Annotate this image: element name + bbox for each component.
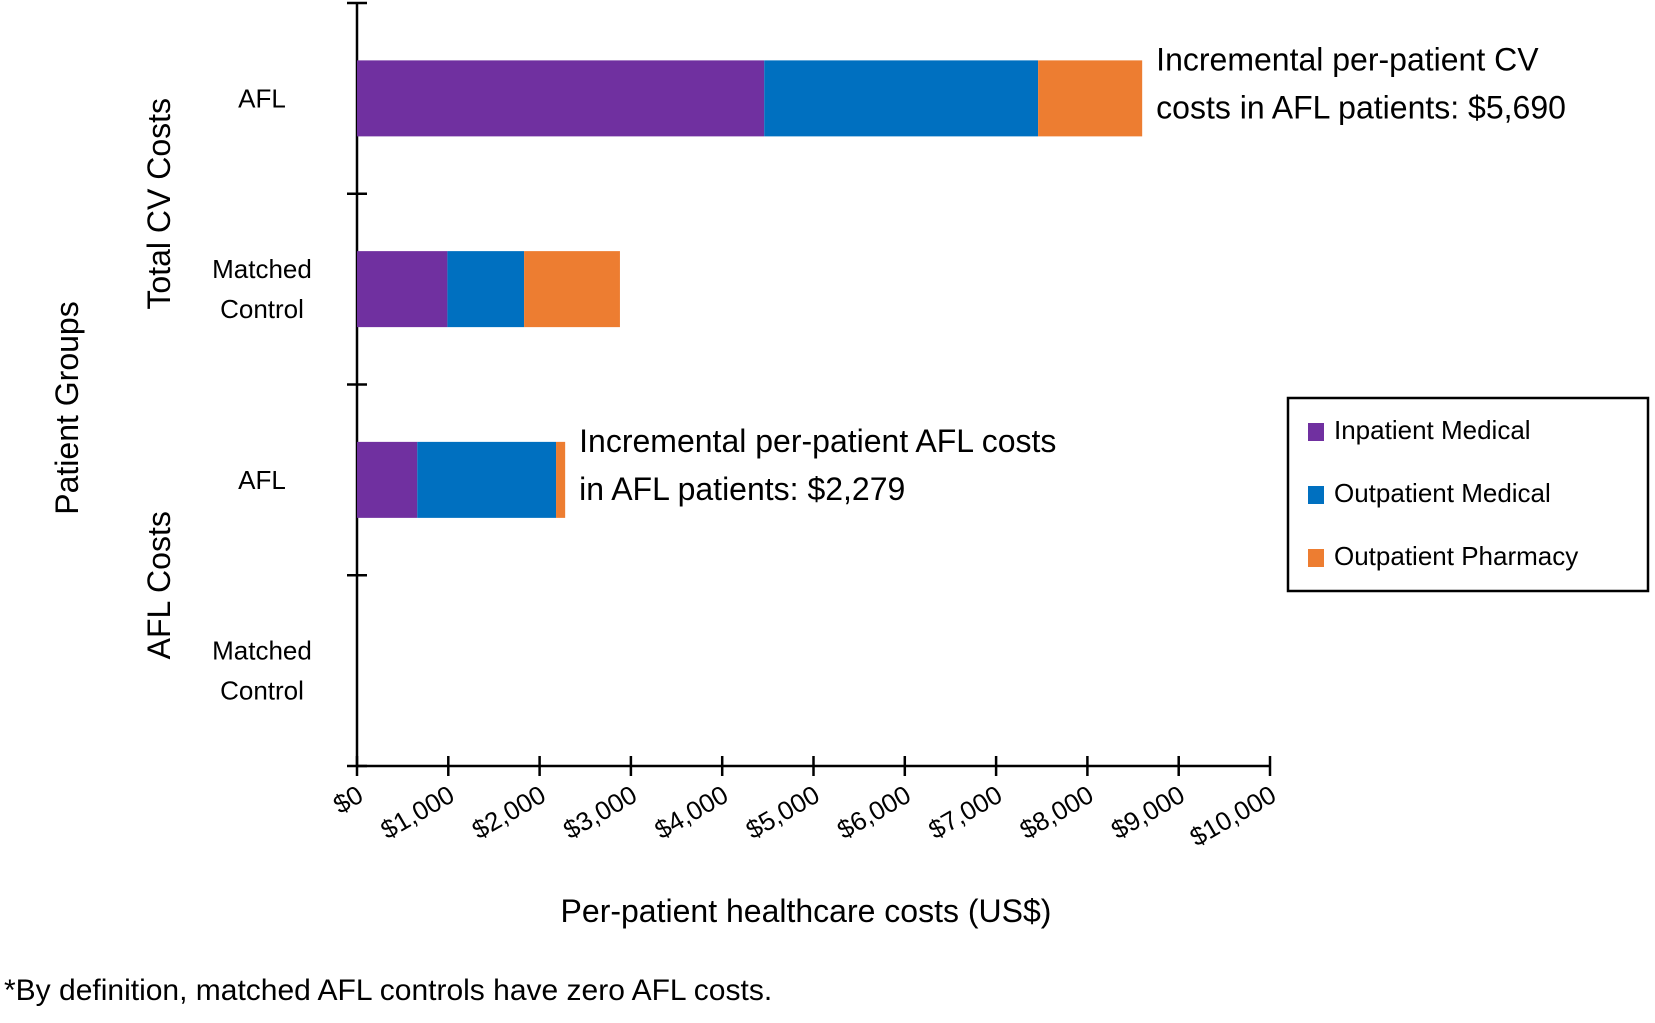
legend-swatch (1308, 549, 1324, 567)
x-tick-label: $1,000 (375, 779, 459, 845)
footnote: *By definition, matched AFL controls hav… (4, 974, 772, 1007)
x-tick-label: $9,000 (1106, 779, 1190, 845)
x-tick-labels: $0 $1,000 $2,000 $3,000 $4,000 $5,000 $6,000 $7… (328, 779, 1281, 852)
x-tick-label: $0 (328, 779, 368, 819)
legend-label: Inpatient Medical (1334, 415, 1531, 445)
group-labels: Total CV Costs AFL Costs (141, 98, 177, 659)
category-labels: AFL Matched Control AFL Matched Control (212, 83, 312, 705)
x-tick-label: $7,000 (923, 779, 1007, 845)
category-label: AFL (238, 465, 286, 495)
x-tick-label: $5,000 (741, 779, 825, 845)
annotation-text: Incremental per-patient AFL costs (579, 423, 1056, 459)
x-tick-label: $4,000 (649, 779, 733, 845)
legend-swatch (1308, 423, 1324, 441)
category-label: Matched (212, 254, 312, 284)
bar-outpatient-pharmacy (556, 441, 566, 518)
bar-outpatient-pharmacy (524, 251, 620, 328)
bar-inpatient-medical (357, 441, 418, 518)
category-label: Matched (212, 636, 312, 666)
bar-outpatient-pharmacy (1038, 60, 1143, 137)
annotation-text: in AFL patients: $2,279 (579, 471, 905, 507)
bar-outpatient-medical (447, 251, 525, 328)
legend-swatch (1308, 486, 1324, 504)
bars (357, 60, 1143, 518)
group-label: AFL Costs (141, 511, 177, 659)
annotation-text: Incremental per-patient CV (1156, 41, 1539, 77)
legend-label: Outpatient Medical (1334, 478, 1551, 508)
x-axis-title: Per-patient healthcare costs (US$) (561, 893, 1052, 929)
x-tick-label: $3,000 (558, 779, 642, 845)
annotations: Incremental per-patient CV costs in AFL p… (579, 41, 1566, 507)
legend-label: Outpatient Pharmacy (1334, 541, 1578, 571)
annotation-text: costs in AFL patients: $5,690 (1156, 89, 1566, 125)
legend: Inpatient Medical Outpatient Medical Outpa… (1286, 396, 1650, 593)
bar-inpatient-medical (357, 60, 765, 137)
bar-outpatient-medical (764, 60, 1039, 137)
bar-outpatient-medical (417, 441, 557, 518)
group-label: Total CV Costs (141, 98, 177, 310)
bar-inpatient-medical (357, 251, 448, 328)
x-tick-label: $2,000 (467, 779, 551, 845)
x-tick-label: $10,000 (1185, 779, 1281, 852)
legend-box (1286, 396, 1650, 593)
y-axis-title: Patient Groups (49, 301, 85, 514)
category-label: Control (220, 294, 304, 324)
category-label: Control (220, 676, 304, 706)
x-tick-label: $8,000 (1015, 779, 1099, 845)
category-label: AFL (238, 83, 286, 113)
x-tick-label: $6,000 (832, 779, 916, 845)
